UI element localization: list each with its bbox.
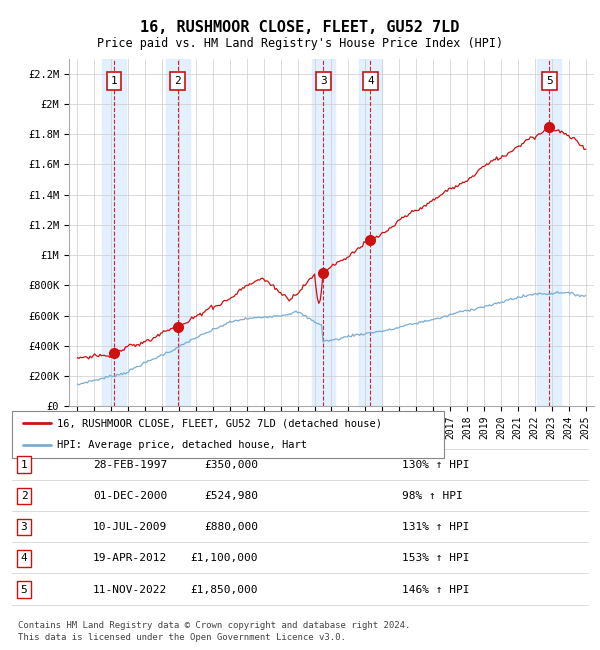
Text: 16, RUSHMOOR CLOSE, FLEET, GU52 7LD: 16, RUSHMOOR CLOSE, FLEET, GU52 7LD	[140, 20, 460, 35]
Text: 01-DEC-2000: 01-DEC-2000	[93, 491, 167, 501]
Text: £1,850,000: £1,850,000	[191, 584, 258, 595]
Text: 4: 4	[20, 553, 28, 564]
Text: £880,000: £880,000	[204, 522, 258, 532]
Text: HPI: Average price, detached house, Hart: HPI: Average price, detached house, Hart	[58, 440, 307, 450]
Text: 2: 2	[20, 491, 28, 501]
Text: £524,980: £524,980	[204, 491, 258, 501]
Text: 98% ↑ HPI: 98% ↑ HPI	[402, 491, 463, 501]
Text: 10-JUL-2009: 10-JUL-2009	[93, 522, 167, 532]
Text: 146% ↑ HPI: 146% ↑ HPI	[402, 584, 470, 595]
Text: 28-FEB-1997: 28-FEB-1997	[93, 460, 167, 470]
Text: £350,000: £350,000	[204, 460, 258, 470]
Bar	[359, 58, 382, 406]
Text: 5: 5	[546, 76, 553, 86]
Text: 2: 2	[175, 76, 181, 86]
Text: 153% ↑ HPI: 153% ↑ HPI	[402, 553, 470, 564]
Text: 16, RUSHMOOR CLOSE, FLEET, GU52 7LD (detached house): 16, RUSHMOOR CLOSE, FLEET, GU52 7LD (det…	[58, 418, 382, 428]
Text: 3: 3	[320, 76, 327, 86]
Text: 1: 1	[20, 460, 28, 470]
Bar	[102, 58, 126, 406]
Bar	[538, 58, 561, 406]
Text: 130% ↑ HPI: 130% ↑ HPI	[402, 460, 470, 470]
Text: 3: 3	[20, 522, 28, 532]
Text: Price paid vs. HM Land Registry's House Price Index (HPI): Price paid vs. HM Land Registry's House …	[97, 37, 503, 50]
Text: 5: 5	[20, 584, 28, 595]
Bar	[166, 58, 190, 406]
Text: 11-NOV-2022: 11-NOV-2022	[93, 584, 167, 595]
Text: 131% ↑ HPI: 131% ↑ HPI	[402, 522, 470, 532]
Text: 1: 1	[110, 76, 117, 86]
Text: 19-APR-2012: 19-APR-2012	[93, 553, 167, 564]
Bar	[311, 58, 335, 406]
Text: £1,100,000: £1,100,000	[191, 553, 258, 564]
Text: Contains HM Land Registry data © Crown copyright and database right 2024.
This d: Contains HM Land Registry data © Crown c…	[18, 621, 410, 642]
Text: 4: 4	[367, 76, 374, 86]
